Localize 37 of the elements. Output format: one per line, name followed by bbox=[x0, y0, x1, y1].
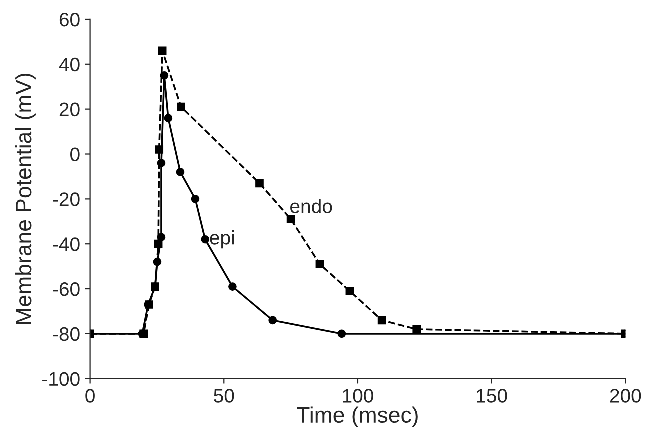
x-tick-label: 150 bbox=[477, 389, 508, 403]
x-axis-title: Time (msec) bbox=[297, 406, 418, 428]
y-tick-label: -60 bbox=[53, 282, 80, 296]
point bbox=[378, 316, 386, 325]
y-tick-label: 40 bbox=[59, 58, 80, 72]
point bbox=[412, 325, 422, 334]
y-tick-label: -100 bbox=[42, 372, 80, 386]
point bbox=[191, 195, 200, 204]
y-tick-label: -80 bbox=[53, 327, 80, 342]
x-tick-label: 100 bbox=[343, 389, 374, 403]
y-tick-label: -40 bbox=[53, 238, 80, 252]
x-tick-label: 0 bbox=[86, 389, 95, 403]
point bbox=[160, 71, 169, 80]
point bbox=[286, 215, 296, 224]
point bbox=[268, 316, 278, 325]
x-tick-label: 200 bbox=[610, 389, 642, 403]
x-tick-label: 50 bbox=[214, 389, 234, 403]
y-axis-title: Membrane Potential (mV) bbox=[15, 74, 36, 324]
point bbox=[316, 260, 324, 268]
point bbox=[151, 282, 160, 291]
y-tick-label: 60 bbox=[60, 12, 80, 27]
point bbox=[346, 287, 354, 296]
point bbox=[164, 114, 173, 122]
point bbox=[154, 240, 163, 248]
y-tick-label: 20 bbox=[60, 102, 80, 117]
point bbox=[176, 168, 185, 176]
point bbox=[228, 282, 237, 291]
point bbox=[256, 179, 264, 188]
y-tick-label: -20 bbox=[53, 192, 80, 206]
annotation: epi bbox=[210, 230, 234, 249]
point bbox=[155, 146, 164, 154]
annotation: endo bbox=[290, 199, 332, 214]
point bbox=[201, 235, 210, 244]
point bbox=[338, 330, 346, 338]
point bbox=[177, 102, 186, 112]
y-tick-label: 0 bbox=[70, 148, 80, 162]
point bbox=[158, 46, 167, 56]
